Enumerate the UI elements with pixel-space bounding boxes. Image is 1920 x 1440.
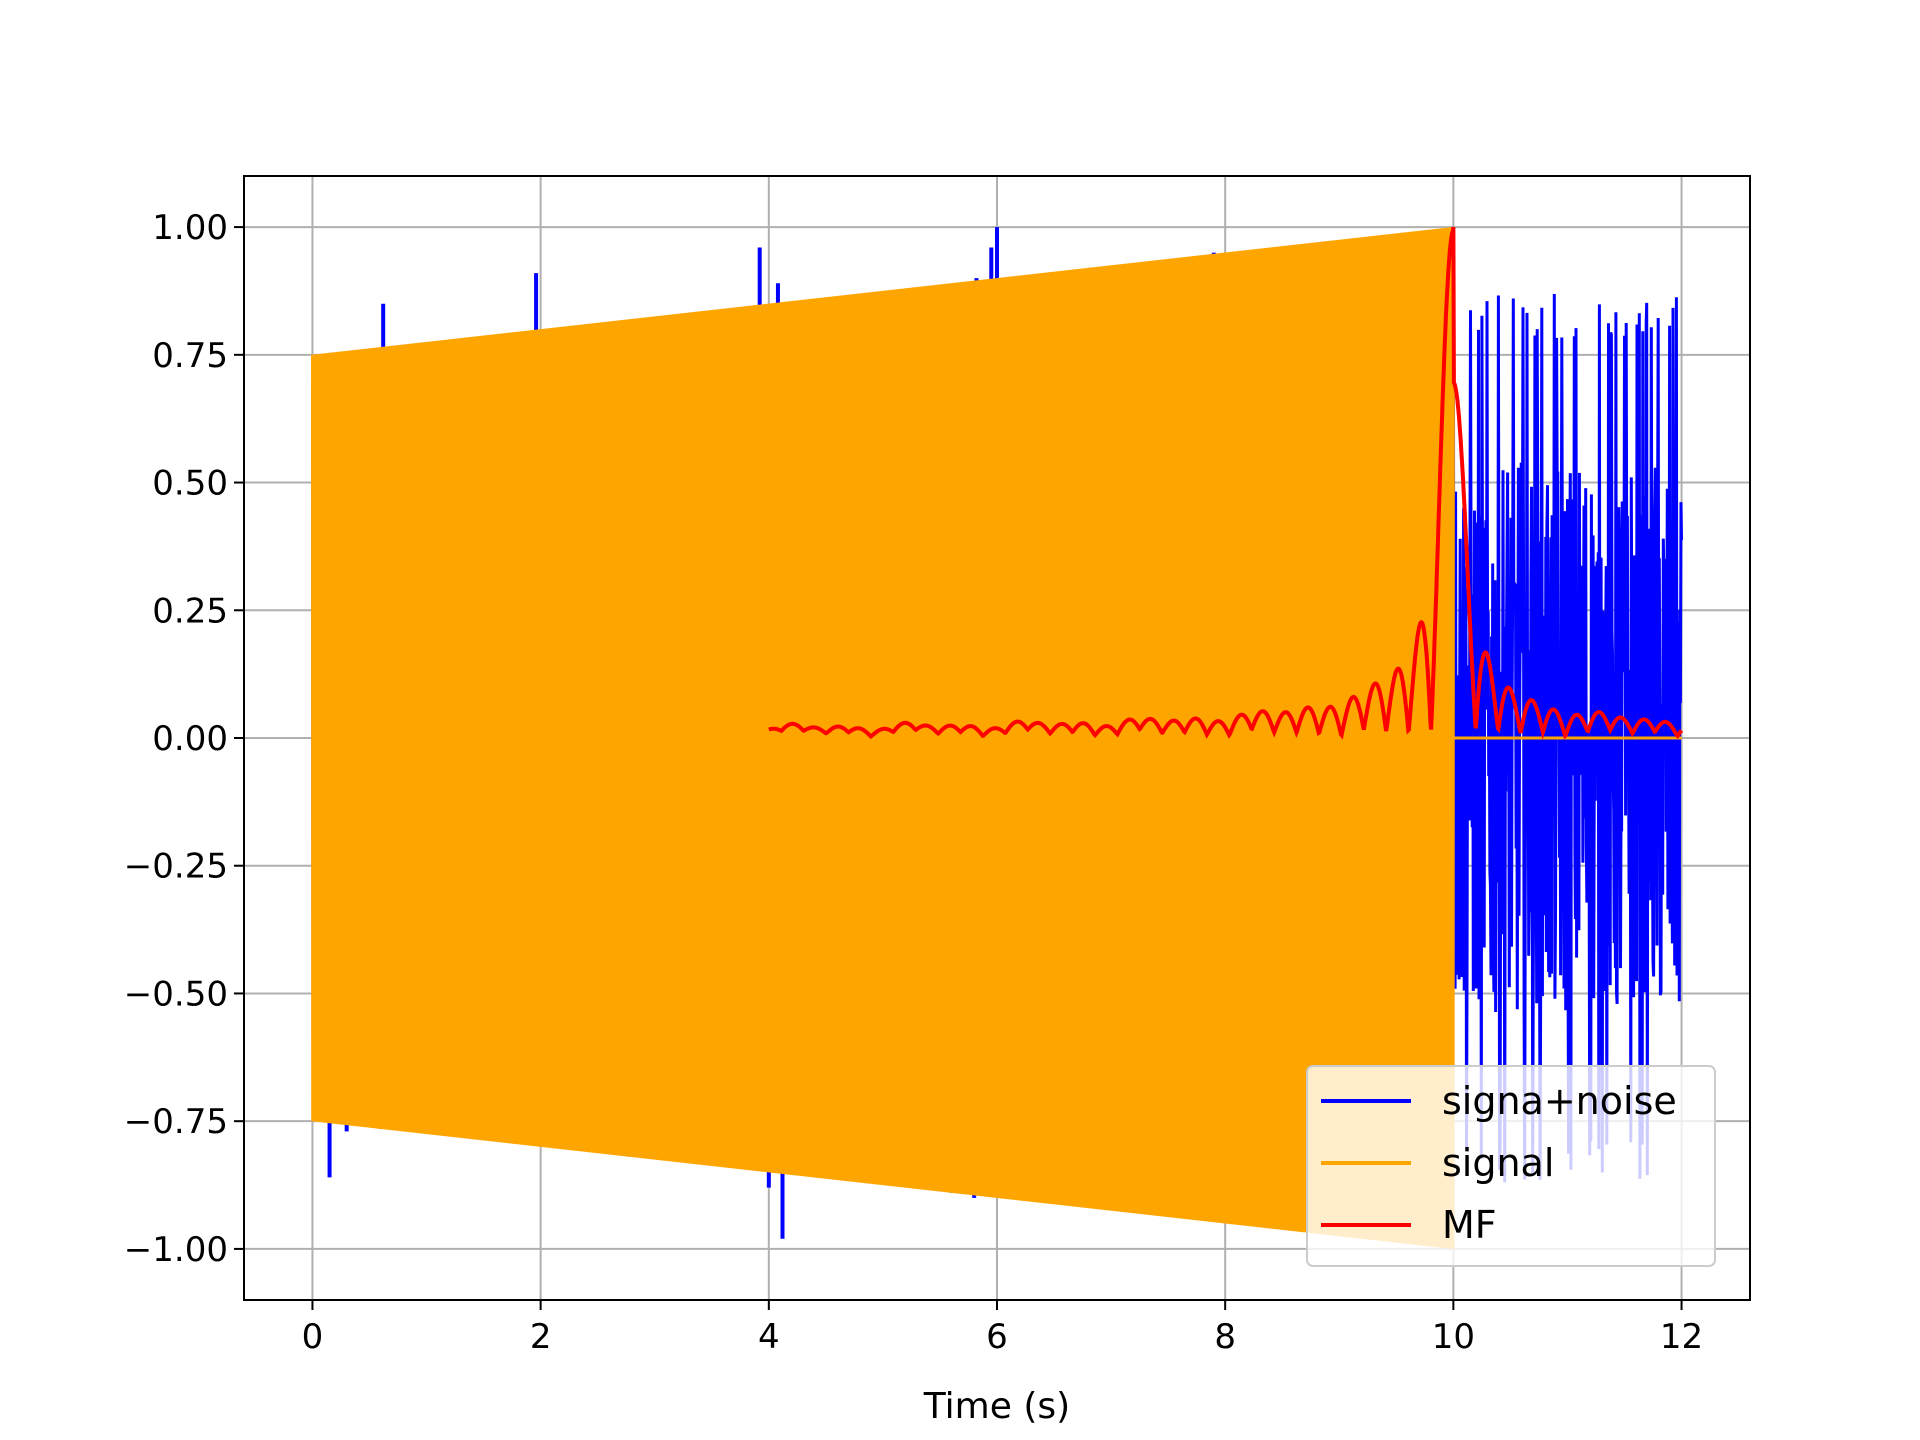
- y-tick-label: 0.00: [152, 719, 228, 759]
- y-tick-label: −1.00: [124, 1230, 228, 1270]
- legend-label: MF: [1442, 1203, 1497, 1247]
- y-tick-label: 1.00: [152, 208, 228, 248]
- x-axis-label: Time (s): [923, 1386, 1070, 1427]
- legend: signa+noise signal MF: [1306, 1065, 1716, 1267]
- x-tick-label: 4: [758, 1317, 780, 1357]
- y-tick-label: 0.25: [152, 591, 228, 631]
- series-layer: [311, 226, 1684, 1249]
- y-tick-label: 0.50: [152, 464, 228, 504]
- x-tick-label: 12: [1660, 1317, 1703, 1357]
- y-axis-ticks: 1.00 0.75 0.50 0.25 0.00 −0.25 −0.50 −0.75 −1.00: [124, 208, 244, 1270]
- legend-label: signal: [1442, 1141, 1554, 1185]
- legend-label: signa+noise: [1442, 1079, 1677, 1123]
- y-tick-label: −0.50: [124, 974, 228, 1014]
- legend-box: [1306, 1065, 1716, 1267]
- x-tick-label: 6: [986, 1317, 1008, 1357]
- y-tick-label: −0.25: [124, 847, 228, 887]
- x-tick-label: 2: [530, 1317, 552, 1357]
- x-tick-label: 10: [1432, 1317, 1475, 1357]
- series-signal-line: [311, 227, 1455, 1249]
- x-axis-ticks: 0 2 4 6 8 10 12: [302, 1300, 1703, 1357]
- y-tick-label: −0.75: [124, 1102, 228, 1142]
- y-tick-label: 0.75: [152, 336, 228, 376]
- x-tick-label: 8: [1214, 1317, 1236, 1357]
- x-tick-label: 0: [302, 1317, 324, 1357]
- series-mf-line: [768, 226, 1684, 740]
